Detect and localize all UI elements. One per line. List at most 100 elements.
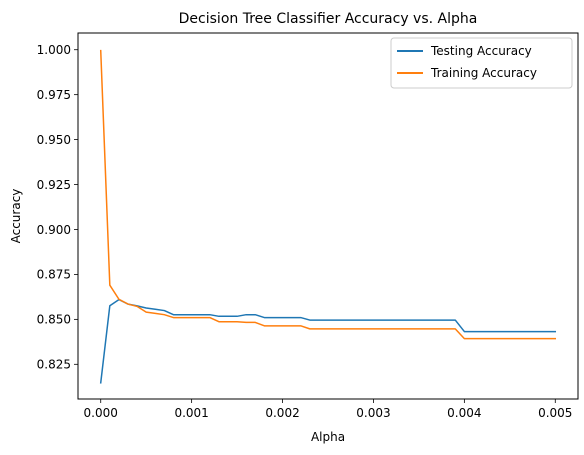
x-tick-label: 0.000 [84, 406, 118, 420]
data-point-0-38 [445, 319, 447, 321]
data-point-1-2 [118, 298, 120, 300]
data-point-1-6 [154, 313, 156, 315]
data-point-1-46 [518, 338, 520, 340]
y-axis-label: Accuracy [9, 189, 23, 244]
data-point-0-22 [300, 317, 302, 319]
data-point-0-43 [491, 331, 493, 333]
y-tick-label: 0.825 [37, 358, 71, 372]
data-point-0-20 [282, 317, 284, 319]
data-point-1-35 [418, 328, 420, 330]
data-point-1-25 [327, 328, 329, 330]
y-tick-label: 0.925 [37, 178, 71, 192]
data-point-1-0 [100, 50, 102, 52]
data-point-0-11 [200, 314, 202, 316]
plot-frame [77, 32, 579, 400]
data-point-1-5 [145, 311, 147, 313]
data-point-0-28 [354, 319, 356, 321]
data-point-1-18 [264, 325, 266, 327]
data-point-0-14 [227, 316, 229, 318]
data-point-0-37 [436, 319, 438, 321]
data-point-1-36 [427, 328, 429, 330]
series-line-1 [99, 49, 557, 340]
data-point-1-8 [173, 317, 175, 319]
y-tick-label: 0.900 [37, 223, 71, 237]
data-point-0-40 [464, 331, 466, 333]
data-point-0-24 [318, 319, 320, 321]
legend: Testing Accuracy Training Accuracy [390, 37, 573, 89]
plot-area [99, 49, 557, 384]
data-point-0-30 [373, 319, 375, 321]
data-point-0-34 [409, 319, 411, 321]
data-point-1-21 [291, 325, 293, 327]
data-point-0-7 [164, 310, 166, 312]
data-point-1-16 [245, 322, 247, 324]
data-point-0-49 [545, 331, 547, 333]
data-point-1-32 [391, 328, 393, 330]
data-point-1-29 [364, 328, 366, 330]
y-tick-label: 0.950 [37, 133, 71, 147]
data-point-1-23 [309, 328, 311, 330]
data-point-0-45 [509, 331, 511, 333]
data-point-1-50 [554, 338, 556, 340]
data-point-0-29 [364, 319, 366, 321]
data-point-0-0 [100, 382, 102, 384]
data-point-1-4 [136, 306, 138, 308]
legend-label-testing: Testing Accuracy [430, 44, 532, 58]
data-point-1-39 [454, 328, 456, 330]
y-tick-label: 1.000 [37, 43, 71, 57]
x-axis-label: Alpha [311, 430, 345, 444]
data-point-0-12 [209, 314, 211, 316]
y-tick-label: 0.875 [37, 268, 71, 282]
data-point-1-13 [218, 321, 220, 323]
data-point-1-41 [473, 338, 475, 340]
data-point-1-43 [491, 338, 493, 340]
data-point-1-28 [354, 328, 356, 330]
data-point-0-35 [418, 319, 420, 321]
data-point-1-7 [164, 314, 166, 316]
data-point-1-34 [409, 328, 411, 330]
data-point-1-15 [236, 321, 238, 323]
x-tick-label: 0.005 [538, 406, 572, 420]
x-tick-label: 0.004 [447, 406, 481, 420]
y-axis: 0.825 0.850 0.875 0.900 0.925 0.950 0.975 1.000 [37, 43, 78, 372]
data-point-0-10 [191, 314, 193, 316]
data-point-1-9 [182, 317, 184, 319]
data-point-1-24 [318, 328, 320, 330]
data-point-0-8 [173, 314, 175, 316]
data-point-0-47 [527, 331, 529, 333]
data-point-1-47 [527, 338, 529, 340]
data-point-0-44 [500, 331, 502, 333]
data-point-1-49 [545, 338, 547, 340]
data-point-1-42 [482, 338, 484, 340]
data-point-0-39 [454, 319, 456, 321]
y-tick-label: 0.975 [37, 88, 71, 102]
x-tick-label: 0.001 [174, 406, 208, 420]
data-point-0-36 [427, 319, 429, 321]
x-axis: 0.000 0.001 0.002 0.003 0.004 0.005 [84, 399, 572, 420]
legend-label-training: Training Accuracy [430, 66, 537, 80]
data-point-0-13 [218, 316, 220, 318]
data-point-1-48 [536, 338, 538, 340]
data-point-0-1 [109, 305, 111, 307]
data-point-0-46 [518, 331, 520, 333]
data-point-1-38 [445, 328, 447, 330]
data-point-0-23 [309, 319, 311, 321]
data-point-1-37 [436, 328, 438, 330]
data-point-0-25 [327, 319, 329, 321]
data-point-0-33 [400, 319, 402, 321]
x-tick-label: 0.003 [356, 406, 390, 420]
data-point-0-50 [554, 331, 556, 333]
data-point-1-26 [336, 328, 338, 330]
data-point-1-30 [373, 328, 375, 330]
data-point-1-10 [191, 317, 193, 319]
data-point-0-48 [536, 331, 538, 333]
data-point-1-20 [282, 325, 284, 327]
legend-box [390, 37, 573, 89]
data-point-1-14 [227, 321, 229, 323]
data-point-1-44 [500, 338, 502, 340]
data-point-0-5 [145, 307, 147, 309]
data-point-0-19 [273, 317, 275, 319]
data-point-1-1 [109, 284, 111, 286]
data-point-0-27 [345, 319, 347, 321]
